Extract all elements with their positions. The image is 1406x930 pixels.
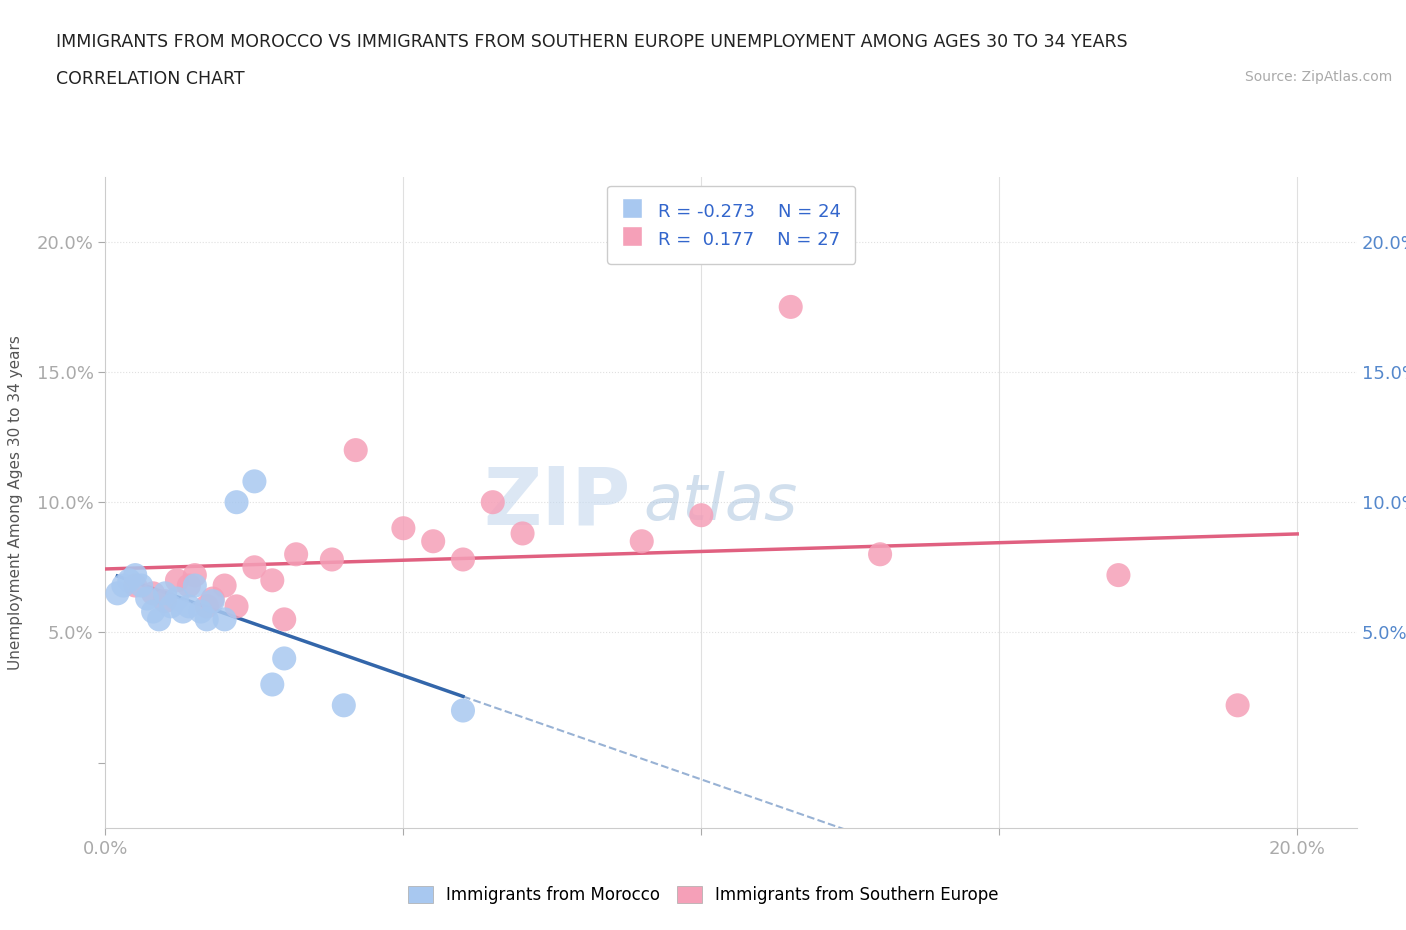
Point <box>153 586 176 601</box>
Point <box>262 573 284 588</box>
Point <box>129 578 152 593</box>
Point <box>225 599 247 614</box>
Point <box>118 573 141 588</box>
Point <box>148 612 170 627</box>
Point <box>166 573 188 588</box>
Point <box>451 703 474 718</box>
Point <box>166 591 188 606</box>
Point <box>690 508 713 523</box>
Point <box>105 586 128 601</box>
Point <box>333 698 356 712</box>
Point <box>392 521 415 536</box>
Point <box>177 599 200 614</box>
Point <box>1107 567 1129 582</box>
Point <box>273 651 295 666</box>
Point <box>142 604 165 619</box>
Point <box>195 599 218 614</box>
Legend: Immigrants from Morocco, Immigrants from Southern Europe: Immigrants from Morocco, Immigrants from… <box>399 878 1007 912</box>
Text: ZIP: ZIP <box>484 463 631 541</box>
Point <box>344 443 367 458</box>
Point <box>869 547 891 562</box>
Point <box>124 567 146 582</box>
Point <box>273 612 295 627</box>
Text: IMMIGRANTS FROM MOROCCO VS IMMIGRANTS FROM SOUTHERN EUROPE UNEMPLOYMENT AMONG AG: IMMIGRANTS FROM MOROCCO VS IMMIGRANTS FR… <box>56 33 1128 50</box>
Point <box>112 578 135 593</box>
Point <box>512 526 534 541</box>
Point <box>172 604 194 619</box>
Point <box>201 591 224 606</box>
Point <box>142 586 165 601</box>
Text: CORRELATION CHART: CORRELATION CHART <box>56 70 245 87</box>
Point <box>184 578 207 593</box>
Point <box>630 534 652 549</box>
Point <box>160 599 183 614</box>
Point <box>779 299 801 314</box>
Point <box>262 677 284 692</box>
Point <box>184 567 207 582</box>
Point <box>190 604 212 619</box>
Point <box>243 560 266 575</box>
Point <box>195 612 218 627</box>
Point <box>136 591 159 606</box>
Point <box>451 552 474 567</box>
Point <box>124 578 146 593</box>
Point <box>1226 698 1249 712</box>
Point <box>177 578 200 593</box>
Text: Source: ZipAtlas.com: Source: ZipAtlas.com <box>1244 70 1392 84</box>
Point <box>201 593 224 608</box>
Point <box>153 593 176 608</box>
Point <box>214 612 236 627</box>
Point <box>225 495 247 510</box>
Point <box>321 552 343 567</box>
Point <box>243 474 266 489</box>
Point <box>481 495 503 510</box>
Text: atlas: atlas <box>644 472 797 533</box>
Y-axis label: Unemployment Among Ages 30 to 34 years: Unemployment Among Ages 30 to 34 years <box>8 335 22 670</box>
Point <box>422 534 444 549</box>
Legend: R = -0.273    N = 24, R =  0.177    N = 27: R = -0.273 N = 24, R = 0.177 N = 27 <box>607 186 855 263</box>
Point <box>214 578 236 593</box>
Point <box>285 547 308 562</box>
